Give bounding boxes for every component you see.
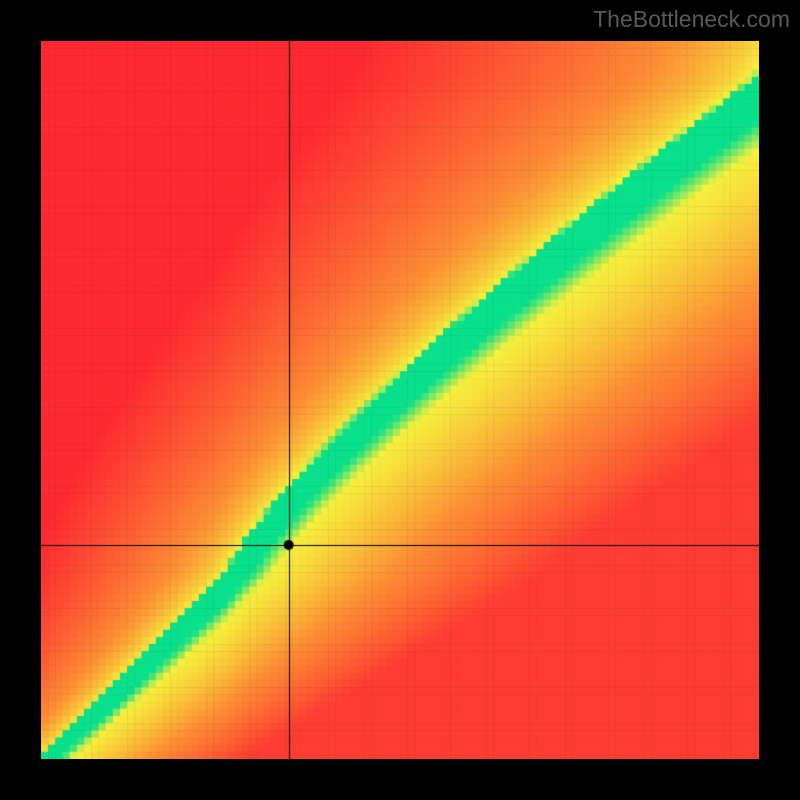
watermark-text: TheBottleneck.com	[593, 6, 790, 33]
chart-container: TheBottleneck.com	[0, 0, 800, 800]
heatmap-canvas	[41, 41, 759, 759]
